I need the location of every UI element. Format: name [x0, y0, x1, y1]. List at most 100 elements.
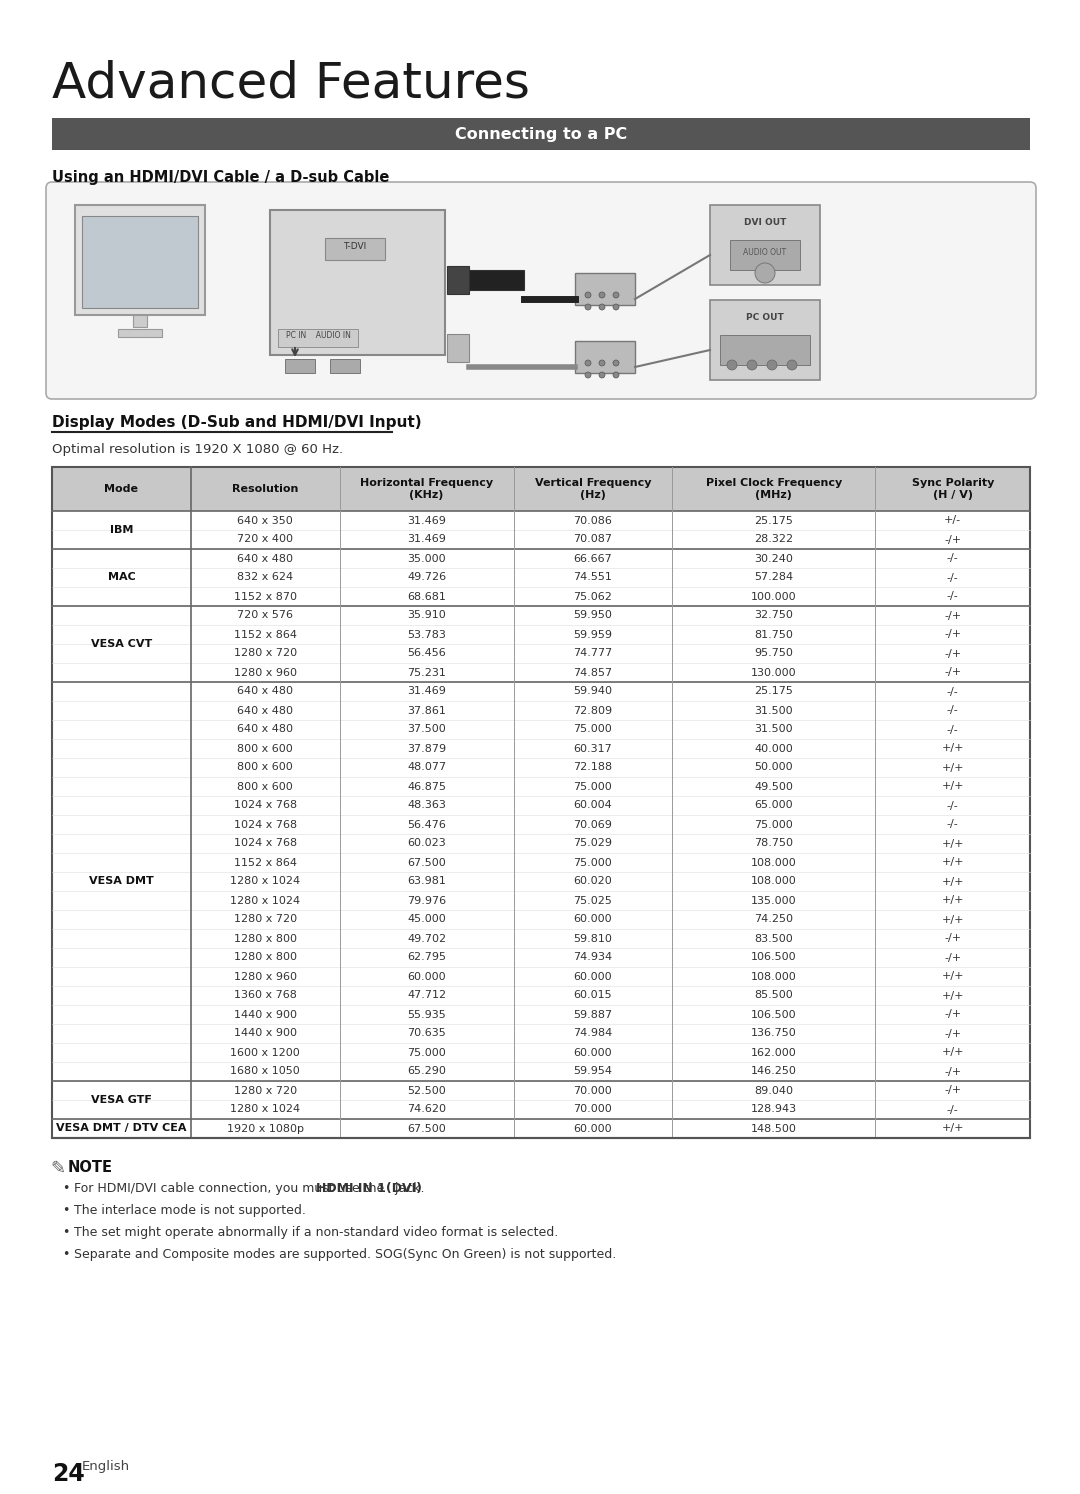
Text: 66.667: 66.667 — [573, 553, 612, 563]
Text: 47.712: 47.712 — [407, 991, 446, 1001]
Bar — [133, 315, 147, 327]
Text: 640 x 480: 640 x 480 — [238, 687, 293, 696]
Text: 640 x 480: 640 x 480 — [238, 705, 293, 716]
Text: 48.077: 48.077 — [407, 762, 446, 772]
Bar — [52, 468, 1030, 511]
Text: -/+: -/+ — [944, 1028, 961, 1038]
Text: 72.809: 72.809 — [573, 705, 612, 716]
Text: DVI OUT: DVI OUT — [744, 218, 786, 227]
Bar — [52, 568, 1030, 587]
Text: +/+: +/+ — [942, 1123, 964, 1134]
Text: -/-: -/- — [947, 725, 959, 735]
Text: 60.020: 60.020 — [573, 877, 612, 886]
Text: 75.025: 75.025 — [573, 895, 612, 905]
Text: 31.469: 31.469 — [407, 515, 446, 526]
Text: 49.500: 49.500 — [754, 781, 793, 792]
Text: •: • — [62, 1204, 69, 1218]
Text: 75.231: 75.231 — [407, 668, 446, 677]
Text: Separate and Composite modes are supported. SOG(Sync On Green) is not supported.: Separate and Composite modes are support… — [75, 1247, 617, 1261]
Text: 56.456: 56.456 — [407, 648, 446, 659]
Circle shape — [599, 291, 605, 297]
Text: +/+: +/+ — [942, 877, 964, 886]
Text: 60.000: 60.000 — [573, 971, 612, 982]
Bar — [52, 511, 1030, 530]
Text: 1440 x 900: 1440 x 900 — [233, 1028, 297, 1038]
Text: 63.981: 63.981 — [407, 877, 446, 886]
Bar — [52, 624, 1030, 644]
Bar — [447, 266, 469, 294]
Bar — [285, 359, 315, 374]
Circle shape — [767, 360, 777, 371]
Text: -/+: -/+ — [944, 1086, 961, 1095]
Text: 75.000: 75.000 — [573, 781, 612, 792]
Text: 128.943: 128.943 — [751, 1104, 797, 1115]
Text: Horizontal Frequency
(KHz): Horizontal Frequency (KHz) — [360, 478, 494, 500]
Bar — [52, 548, 1030, 568]
Text: 60.004: 60.004 — [573, 801, 612, 811]
Bar — [52, 1062, 1030, 1082]
Text: 640 x 480: 640 x 480 — [238, 725, 293, 735]
Bar — [52, 1043, 1030, 1062]
Text: 60.317: 60.317 — [573, 744, 612, 753]
Circle shape — [613, 291, 619, 297]
Text: 37.861: 37.861 — [407, 705, 446, 716]
Text: •: • — [62, 1182, 69, 1195]
Text: 59.950: 59.950 — [573, 611, 612, 620]
Text: Pixel Clock Frequency
(MHz): Pixel Clock Frequency (MHz) — [705, 478, 842, 500]
Text: 60.000: 60.000 — [573, 1123, 612, 1134]
Text: 1280 x 720: 1280 x 720 — [233, 1086, 297, 1095]
Bar — [330, 359, 360, 374]
Bar — [52, 740, 1030, 757]
Text: 75.000: 75.000 — [573, 858, 612, 868]
Text: 81.750: 81.750 — [754, 629, 793, 639]
Text: 32.750: 32.750 — [754, 611, 793, 620]
Circle shape — [727, 360, 737, 371]
Bar — [52, 872, 1030, 890]
Text: 74.934: 74.934 — [573, 953, 612, 962]
Text: 135.000: 135.000 — [751, 895, 797, 905]
Text: -/+: -/+ — [944, 934, 961, 944]
Text: -/-: -/- — [947, 705, 959, 716]
Text: 83.500: 83.500 — [755, 934, 793, 944]
Text: 108.000: 108.000 — [751, 858, 797, 868]
Text: 640 x 350: 640 x 350 — [238, 515, 293, 526]
Text: 31.469: 31.469 — [407, 535, 446, 544]
Text: 50.000: 50.000 — [755, 762, 793, 772]
Text: +/+: +/+ — [942, 971, 964, 982]
Text: Advanced Features: Advanced Features — [52, 60, 530, 108]
Text: Vertical Frequency
(Hz): Vertical Frequency (Hz) — [535, 478, 651, 500]
Text: VESA GTF: VESA GTF — [91, 1095, 152, 1106]
Text: 49.726: 49.726 — [407, 572, 446, 583]
Bar — [118, 329, 162, 338]
Text: 57.284: 57.284 — [754, 572, 794, 583]
Text: 800 x 600: 800 x 600 — [238, 781, 293, 792]
Bar — [82, 217, 198, 308]
Text: 1152 x 870: 1152 x 870 — [233, 592, 297, 602]
Text: 24: 24 — [52, 1463, 84, 1487]
Text: 30.240: 30.240 — [754, 553, 793, 563]
Text: •: • — [62, 1247, 69, 1261]
Text: 60.015: 60.015 — [573, 991, 612, 1001]
Text: -/+: -/+ — [944, 953, 961, 962]
Text: 46.875: 46.875 — [407, 781, 446, 792]
Text: 1280 x 960: 1280 x 960 — [233, 668, 297, 677]
Text: 70.069: 70.069 — [573, 820, 612, 829]
Text: AUDIO OUT: AUDIO OUT — [743, 248, 786, 257]
Text: 48.363: 48.363 — [407, 801, 446, 811]
Text: VESA DMT / DTV CEA: VESA DMT / DTV CEA — [56, 1123, 187, 1134]
Bar — [730, 241, 800, 270]
Text: 31.469: 31.469 — [407, 687, 446, 696]
Bar — [270, 211, 445, 356]
Circle shape — [613, 303, 619, 309]
Text: 68.681: 68.681 — [407, 592, 446, 602]
Text: 60.023: 60.023 — [407, 838, 446, 849]
Text: PC OUT: PC OUT — [746, 314, 784, 323]
Text: +/+: +/+ — [942, 762, 964, 772]
Bar — [52, 663, 1030, 681]
Text: -/-: -/- — [947, 687, 959, 696]
Text: 800 x 600: 800 x 600 — [238, 762, 293, 772]
Text: 37.879: 37.879 — [407, 744, 446, 753]
Text: 70.000: 70.000 — [573, 1104, 612, 1115]
Text: 60.000: 60.000 — [573, 914, 612, 925]
Bar — [447, 335, 469, 362]
